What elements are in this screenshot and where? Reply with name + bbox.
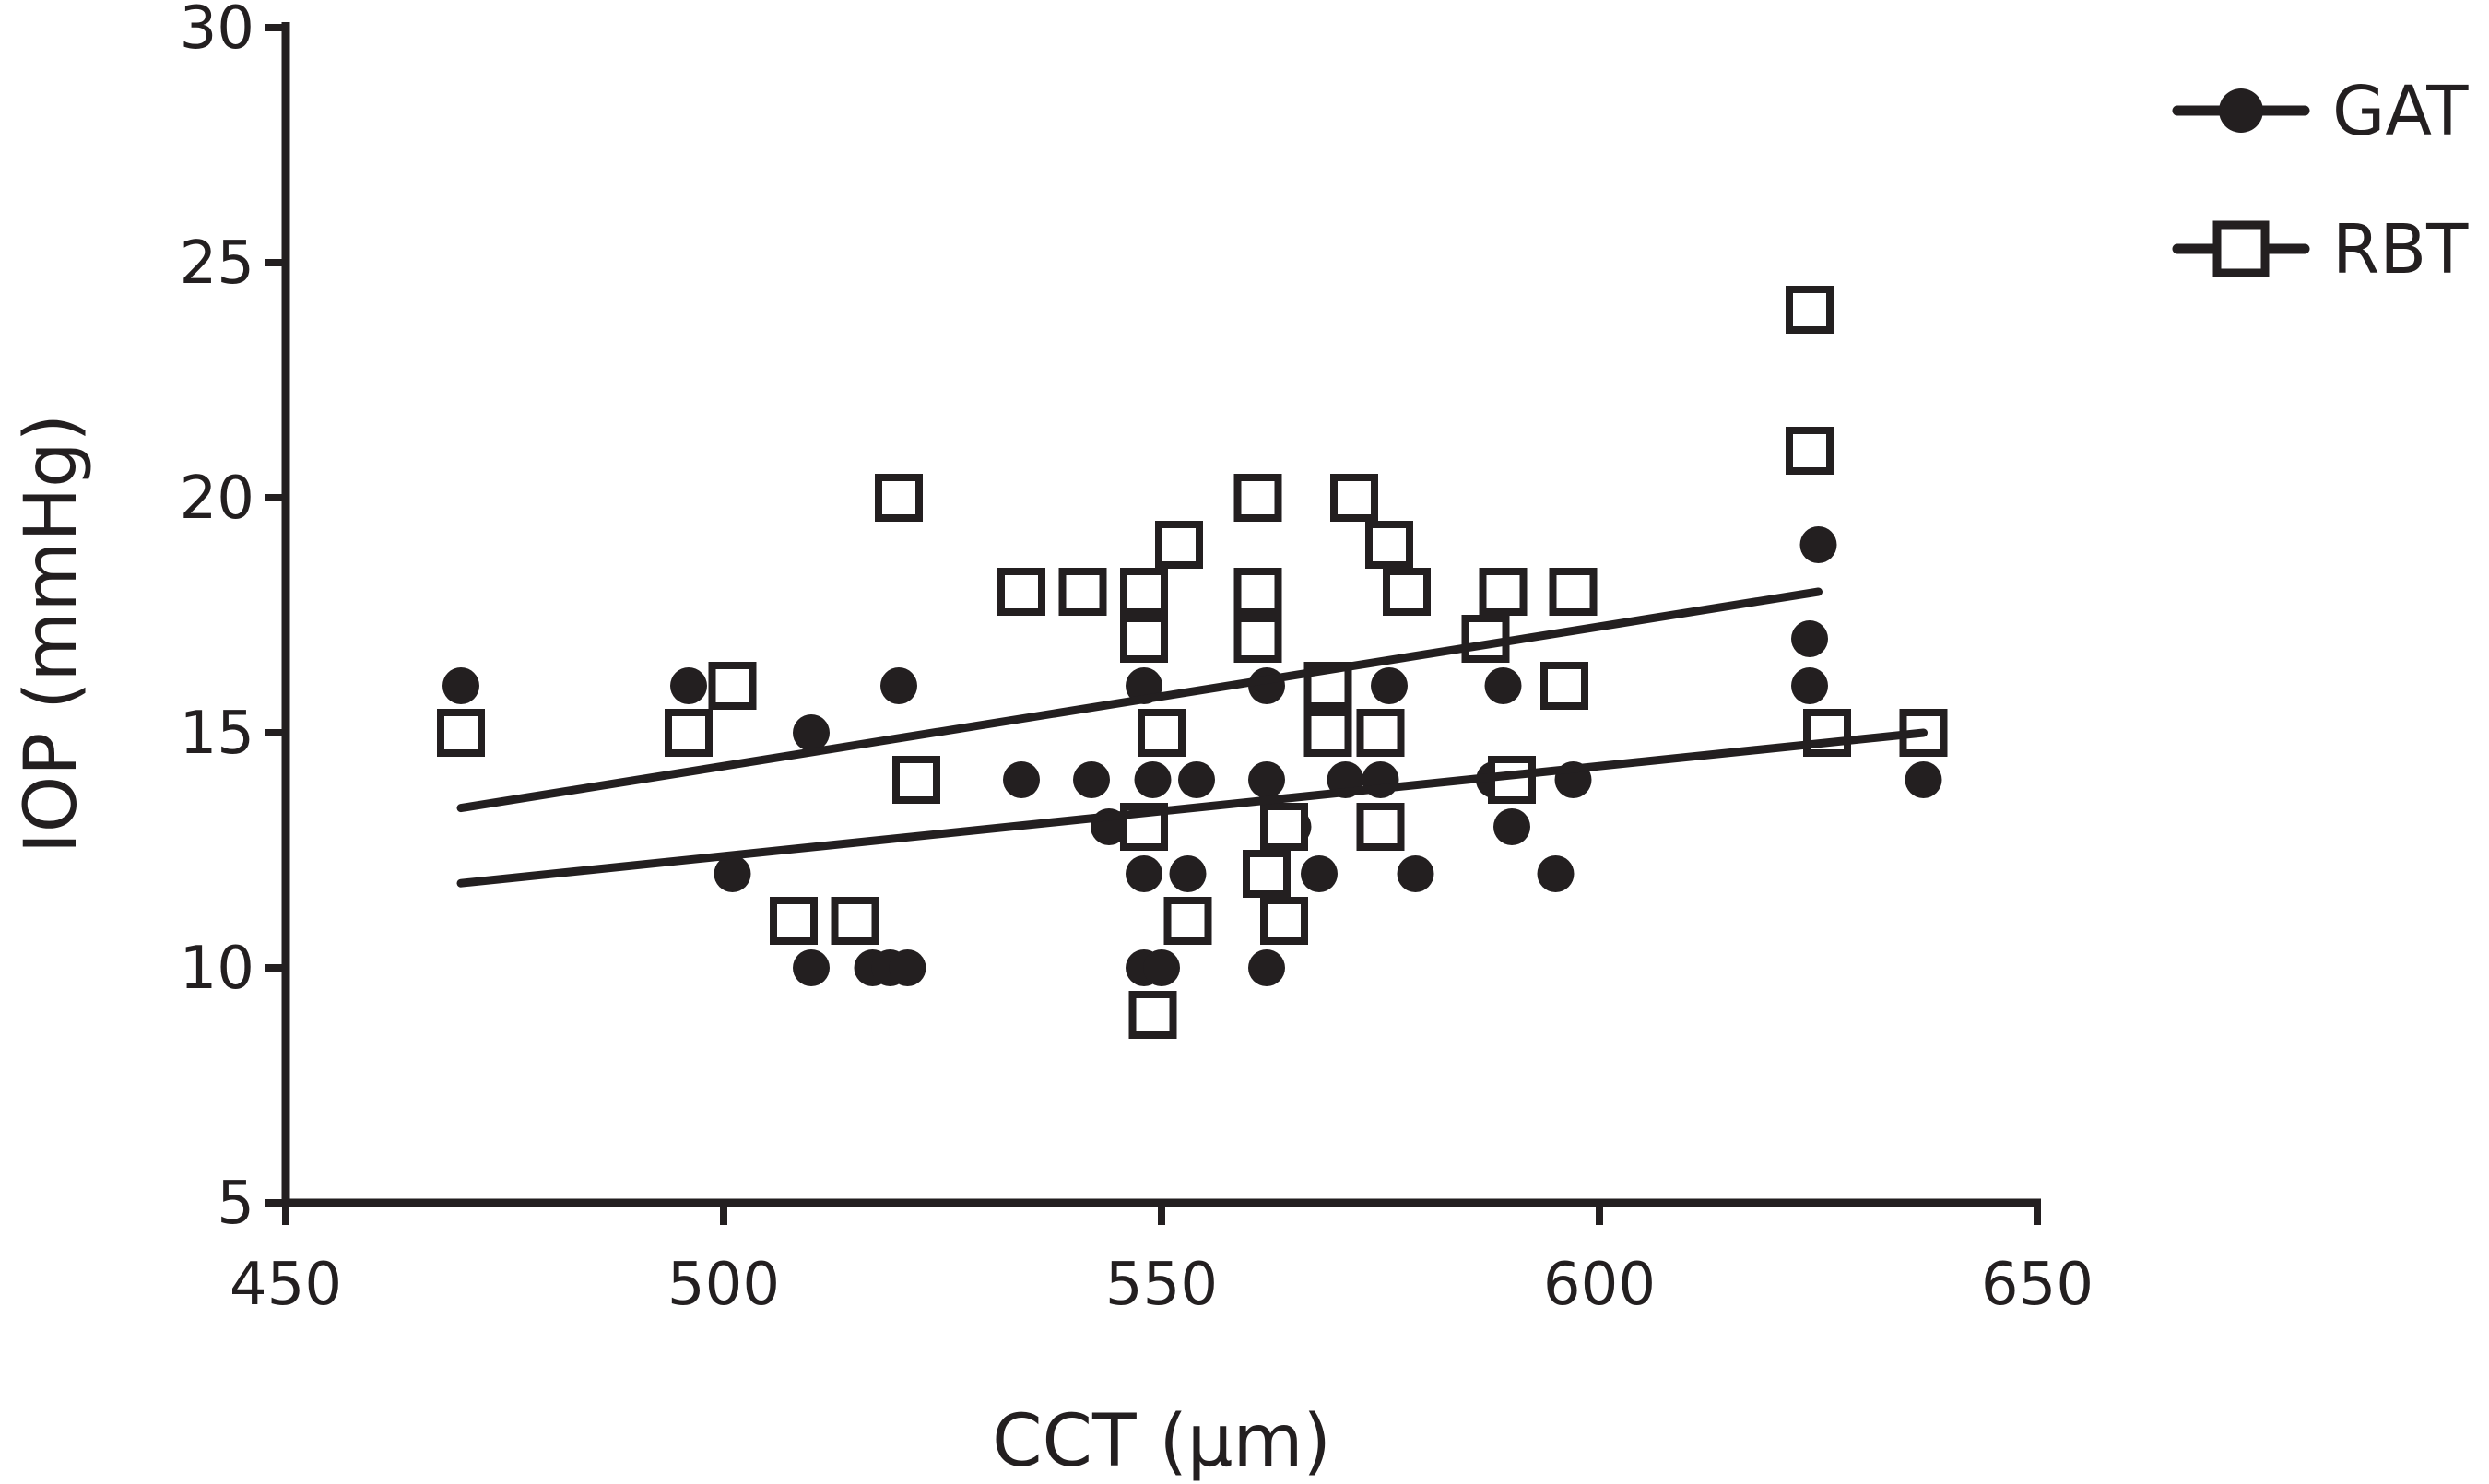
rbt-point	[1233, 568, 1282, 616]
gat-point	[1905, 761, 1942, 798]
y-tick-label: 20	[180, 465, 254, 533]
y-tick-label: 25	[180, 230, 254, 298]
gat-point	[1134, 761, 1172, 798]
rbt-point	[1330, 474, 1378, 522]
series-rbt	[437, 286, 1948, 1039]
gat-point	[1791, 667, 1828, 704]
legend-label: GAT	[2332, 72, 2469, 151]
y-tick-label: 30	[180, 0, 254, 63]
x-tick-label: 600	[1543, 1251, 1656, 1319]
rbt-point	[1138, 709, 1186, 757]
rbt-point	[1786, 427, 1834, 475]
gat-point	[1301, 855, 1338, 892]
gat-point	[1493, 808, 1530, 845]
rbt-point	[1365, 521, 1413, 569]
rbt-point	[892, 756, 940, 804]
rbt-point	[708, 662, 757, 710]
gat-point	[880, 667, 917, 704]
rbt-point	[1479, 568, 1528, 616]
axes: 5 10 15 20 25 30 450 500 550 600 650 CCT (µm) IOP (m…	[10, 0, 2094, 1483]
rbt-point	[1243, 850, 1291, 898]
y-axis-title: IOP (mmHg)	[10, 414, 93, 854]
rbt-point	[1233, 474, 1282, 522]
gat-point	[714, 855, 751, 892]
y-tick-label: 5	[217, 1170, 254, 1238]
gat-point	[442, 667, 479, 704]
rbt-point	[665, 709, 713, 757]
gat-point	[1003, 761, 1040, 798]
rbt-point	[1303, 709, 1352, 757]
gat-point	[1126, 855, 1162, 892]
x-tick-label: 550	[1105, 1251, 1218, 1319]
rbt-point	[1260, 897, 1308, 945]
legend-label: RBT	[2332, 210, 2469, 289]
rbt-point	[875, 474, 923, 522]
rbt-point	[1786, 286, 1834, 334]
x-tick-label: 650	[1981, 1251, 2094, 1319]
gat-point	[1371, 667, 1408, 704]
y-tick-label: 10	[180, 935, 254, 1003]
gat-point	[1791, 620, 1828, 657]
rbt-point	[1128, 991, 1177, 1039]
gat-point	[1248, 761, 1285, 798]
rbt-point	[1155, 521, 1203, 569]
gat-point	[1073, 761, 1110, 798]
y-tick-label: 15	[180, 700, 254, 768]
gat-point	[793, 714, 830, 751]
rbt-point	[1163, 897, 1212, 945]
x-tick-label: 500	[667, 1251, 780, 1319]
gat-point	[1799, 526, 1837, 563]
gat-point	[793, 949, 830, 986]
x-tick-label: 450	[230, 1251, 342, 1319]
rbt-point	[437, 709, 485, 757]
gat-point	[1178, 761, 1215, 798]
rbt-point	[770, 897, 818, 945]
gat-point	[889, 949, 926, 986]
rbt-regression-line	[456, 587, 1823, 813]
rbt-point	[1356, 803, 1405, 851]
rbt-point	[1120, 568, 1168, 616]
legend-item-rbt: RBT	[2172, 210, 2469, 289]
rbt-point	[1260, 803, 1308, 851]
legend: GAT RBT	[2172, 72, 2469, 289]
rbt-point	[1540, 662, 1588, 710]
rbt-point	[1383, 568, 1431, 616]
rbt-point	[1058, 568, 1107, 616]
gat-point	[1397, 855, 1434, 892]
gat-regression-line	[456, 728, 1928, 888]
rbt-point	[1233, 615, 1282, 663]
gat-point	[670, 667, 707, 704]
rbt-point	[1356, 709, 1405, 757]
legend-marker-square	[2212, 220, 2270, 277]
rbt-point	[1549, 568, 1598, 616]
x-axis-title: CCT (µm)	[992, 1400, 1331, 1483]
gat-point	[1248, 949, 1285, 986]
gat-point	[1484, 667, 1522, 704]
rbt-point	[997, 568, 1045, 616]
rbt-point	[1120, 615, 1168, 663]
gat-point	[1143, 949, 1180, 986]
rbt-point	[831, 897, 879, 945]
legend-item-gat: GAT	[2172, 72, 2469, 151]
legend-marker-circle	[2219, 88, 2263, 133]
gat-point	[1537, 855, 1575, 892]
gat-point	[1169, 855, 1207, 892]
plot-area	[437, 286, 1948, 1039]
